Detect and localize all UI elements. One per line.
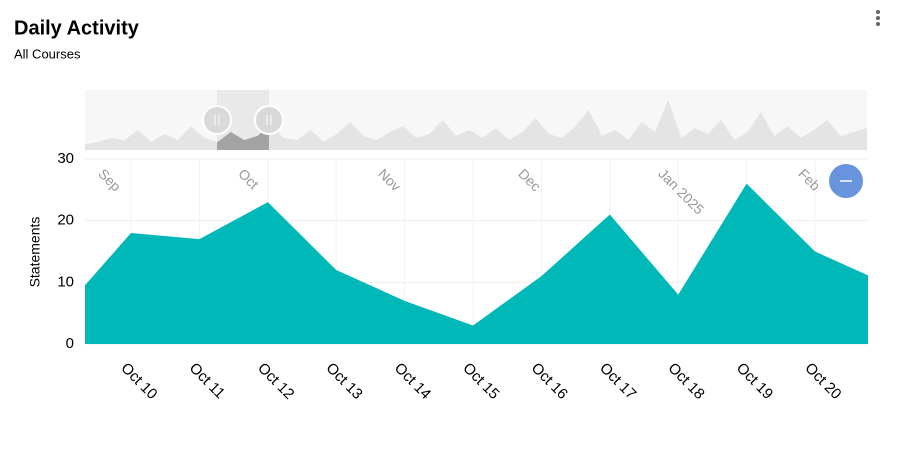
x-tick-label: Oct 19 [733, 360, 776, 403]
scrollbar-month-label: Oct [235, 165, 262, 192]
y-axis-title: Statements [27, 217, 43, 288]
y-tick-label: 10 [57, 273, 74, 290]
x-tick-label: Oct 18 [665, 360, 708, 403]
x-tick-label: Oct 16 [528, 360, 571, 403]
chart-subtitle: All Courses [14, 46, 81, 61]
scrollbar-area [85, 100, 867, 150]
scrollbar-month-label: Jan 2025 [655, 165, 707, 217]
grip-circle [202, 105, 232, 135]
chart-title: Daily Activity [14, 17, 140, 39]
y-tick-label: 0 [66, 335, 74, 352]
x-tick-label: Oct 20 [801, 360, 844, 403]
x-tick-label: Oct 10 [117, 360, 160, 403]
scrollbar-month-label: Feb [795, 165, 824, 194]
scrollbar-selected-area [217, 125, 269, 150]
scrollbar-grip[interactable] [202, 105, 232, 135]
x-tick-label: Oct 15 [459, 360, 502, 403]
menu-button[interactable] [876, 10, 880, 26]
scrollbar-month-label: Nov [375, 165, 404, 194]
x-tick-label: Oct 11 [186, 360, 228, 402]
scrollbar-grip[interactable] [254, 105, 284, 135]
scrollbar-month-label: Dec [515, 165, 544, 194]
x-tick-label: Oct 13 [323, 360, 366, 403]
x-tick-label: Oct 17 [596, 360, 639, 403]
scrollbar-month-label: Sep [95, 165, 124, 194]
area [85, 183, 868, 344]
y-tick-label: 30 [57, 150, 74, 167]
grip-circle [254, 105, 284, 135]
x-tick-label: Oct 12 [254, 360, 297, 403]
x-tick-label: Oct 14 [391, 360, 434, 403]
y-tick-label: 20 [57, 212, 74, 229]
zoom-out-button[interactable] [829, 164, 863, 198]
